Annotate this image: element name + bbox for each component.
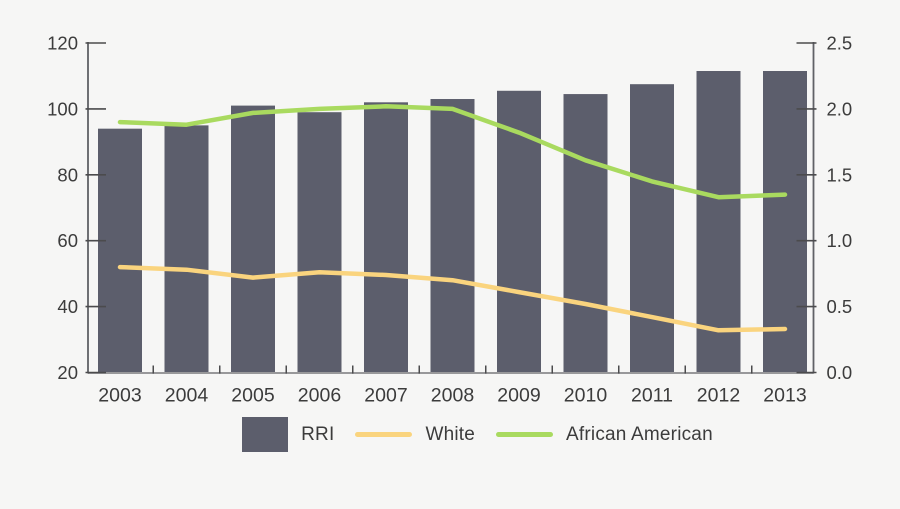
- legend-label-white: White: [425, 423, 476, 445]
- x-axis-label-2009: 2009: [497, 385, 540, 407]
- x-axis-label-2010: 2010: [564, 385, 608, 407]
- african-american-line: [117, 104, 788, 200]
- right-axis-tick-label: 2.0: [827, 98, 853, 119]
- bar-2005: [231, 105, 275, 373]
- african-american-line-swatch-icon: [496, 432, 554, 437]
- right-axis-tick-label: 1.0: [827, 230, 853, 251]
- bar-2004: [164, 125, 209, 373]
- bar-2007: [364, 102, 408, 373]
- legend-item-african-american: African American: [496, 424, 713, 446]
- bar-2010: [563, 94, 608, 373]
- x-axis-label-2011: 2011: [631, 385, 673, 407]
- legend-label-african-american: African American: [566, 423, 713, 445]
- x-axis-label-2005: 2005: [231, 385, 275, 407]
- right-axis-tick-label: 0.0: [827, 362, 853, 383]
- right-axis-tick-label: 1.5: [827, 164, 853, 185]
- bar-2011: [630, 84, 674, 373]
- chart-legend: RRI White African American: [0, 417, 900, 452]
- left-axis-tick-label: 60: [57, 230, 78, 251]
- right-axis-tick-label: 0.5: [827, 296, 853, 317]
- x-axis-label-2006: 2006: [298, 385, 341, 407]
- legend-label-rri: RRI: [301, 423, 335, 445]
- legend-item-rri: RRI: [242, 417, 334, 452]
- rri-bar-swatch-icon: [242, 417, 289, 452]
- x-axis-label-2013: 2013: [763, 385, 806, 407]
- bar-2006: [297, 112, 342, 373]
- left-axis-tick-label: 120: [47, 33, 78, 54]
- left-axis-tick-label: 40: [57, 296, 78, 317]
- white-line-swatch-icon: [355, 432, 413, 437]
- left-axis-tick-label: 20: [57, 362, 78, 383]
- x-axis-label-2008: 2008: [431, 385, 474, 407]
- x-axis-label-2004: 2004: [165, 385, 209, 407]
- x-axis-label-2007: 2007: [364, 385, 407, 407]
- bar-2012: [696, 71, 741, 373]
- white-line: [117, 264, 788, 333]
- x-axis-label-2012: 2012: [697, 385, 740, 407]
- right-axis-tick-label: 2.5: [827, 33, 853, 54]
- left-axis-tick-label: 100: [47, 98, 78, 119]
- bar-2013: [763, 71, 807, 373]
- legend-item-white: White: [355, 424, 475, 446]
- bar-2008: [430, 99, 475, 373]
- left-axis-tick-label: 80: [57, 164, 78, 185]
- x-axis-label-2003: 2003: [98, 385, 141, 407]
- bar-2003: [98, 128, 142, 373]
